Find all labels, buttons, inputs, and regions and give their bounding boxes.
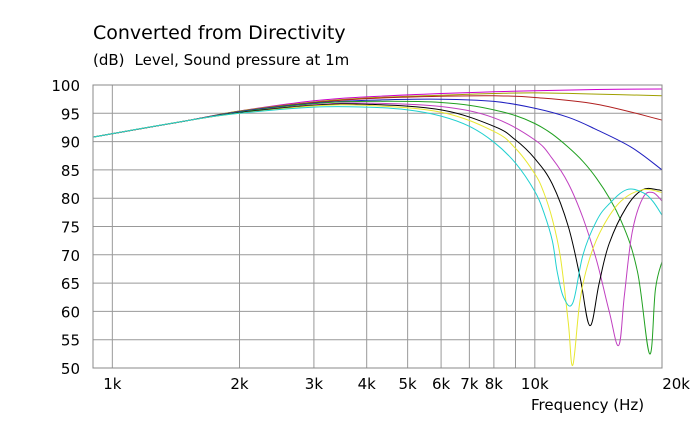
x-tick-label: 7k	[460, 375, 479, 393]
y-tick-label: 55	[61, 332, 80, 350]
y-axis-title: Level, Sound pressure at 1m	[134, 51, 350, 69]
y-tick-label: 70	[61, 247, 80, 265]
y-tick-label: 75	[61, 219, 80, 237]
response-curve	[93, 98, 662, 171]
x-tick-labels: 1k 2k 3k 4k 5k 6k 7k 8k 10k 20k	[103, 375, 690, 393]
y-tick-label: 85	[61, 162, 80, 180]
curves	[93, 88, 662, 366]
chart-title: Converted from Directivity	[93, 22, 346, 44]
y-tick-labels: 100 95 90 85 80 75 70 65 60 55 50	[51, 77, 80, 378]
plot-frame	[92, 84, 663, 369]
y-tick-label: 50	[61, 360, 80, 378]
x-tick-label: 20k	[662, 375, 690, 393]
x-tick-label: 5k	[399, 375, 418, 393]
y-axis-label: (dB) Level, Sound pressure at 1m	[93, 51, 349, 69]
x-tick-label: 6k	[432, 375, 451, 393]
x-tick-label: 2k	[230, 375, 249, 393]
y-axis-unit: (dB)	[93, 51, 125, 69]
y-tick-label: 90	[61, 134, 80, 152]
x-tick-label: 10k	[521, 375, 549, 393]
response-curve	[93, 104, 662, 366]
x-tick-label: 4k	[358, 375, 377, 393]
x-tick-label: 1k	[103, 375, 122, 393]
y-tick-label: 65	[61, 275, 80, 293]
response-curve	[93, 105, 662, 307]
y-tick-label: 80	[61, 190, 80, 208]
x-axis-label: Frequency (Hz)	[531, 396, 645, 414]
response-curve	[93, 102, 662, 346]
x-tick-label: 3k	[305, 375, 324, 393]
y-tick-label: 60	[61, 303, 80, 321]
response-curve	[93, 103, 662, 327]
grid	[93, 84, 663, 369]
response-curve	[93, 100, 662, 355]
y-tick-label: 95	[61, 105, 80, 123]
x-tick-label: 8k	[485, 375, 504, 393]
y-tick-label: 100	[51, 77, 80, 95]
response-curve	[93, 95, 662, 138]
